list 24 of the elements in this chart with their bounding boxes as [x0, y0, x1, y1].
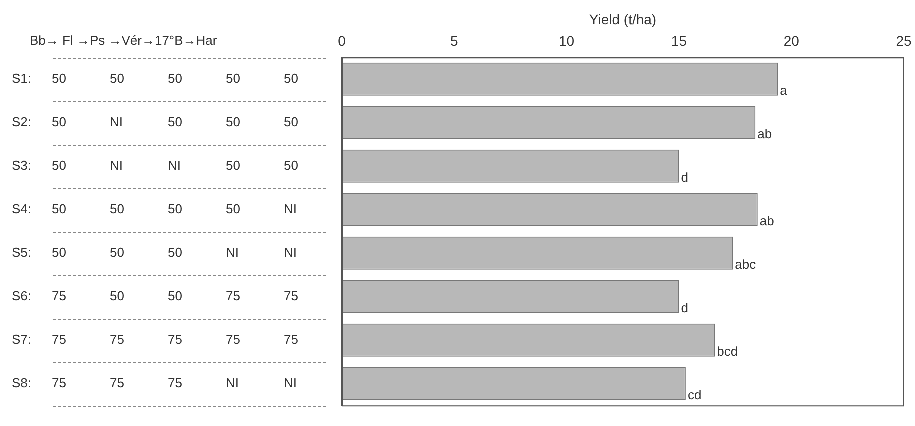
x-tick-label: 0: [338, 33, 346, 50]
x-tick-label: 20: [784, 33, 800, 50]
annotation: bcd: [717, 344, 738, 359]
text: S1: 50 50 50 50 50: [12, 70, 298, 86]
annotation: d: [681, 300, 688, 316]
x-tick-label: 10: [559, 33, 575, 50]
x-tick-label: 15: [671, 33, 688, 50]
annotation: ab: [760, 213, 774, 228]
text: S3: 50 NI NI 50 50: [12, 158, 298, 173]
annotation: abc: [735, 256, 757, 272]
text: S2: 50 NI 50 50 50: [12, 114, 298, 130]
annotation: ab: [758, 126, 772, 142]
text: S5: 50 50 50 NI NI: [12, 244, 297, 260]
annotation: d: [681, 170, 688, 185]
text: S8: 75 75 75 NI NI: [12, 375, 297, 390]
text: S4: 50 50 50 50 NI: [12, 201, 297, 216]
annotation: cd: [688, 387, 702, 402]
text: S7: 75 75 75 75 75: [12, 332, 298, 347]
annotation: a: [780, 82, 788, 98]
text: S6: 75 50 50 75 75: [12, 288, 298, 304]
x-axis-title: Yield (t/ha): [589, 11, 657, 28]
x-tick-label: 25: [896, 33, 912, 50]
text: Bb→ Fl →Ps →Vér→17°B→Har: [30, 33, 218, 48]
x-tick-label: 5: [450, 33, 458, 50]
